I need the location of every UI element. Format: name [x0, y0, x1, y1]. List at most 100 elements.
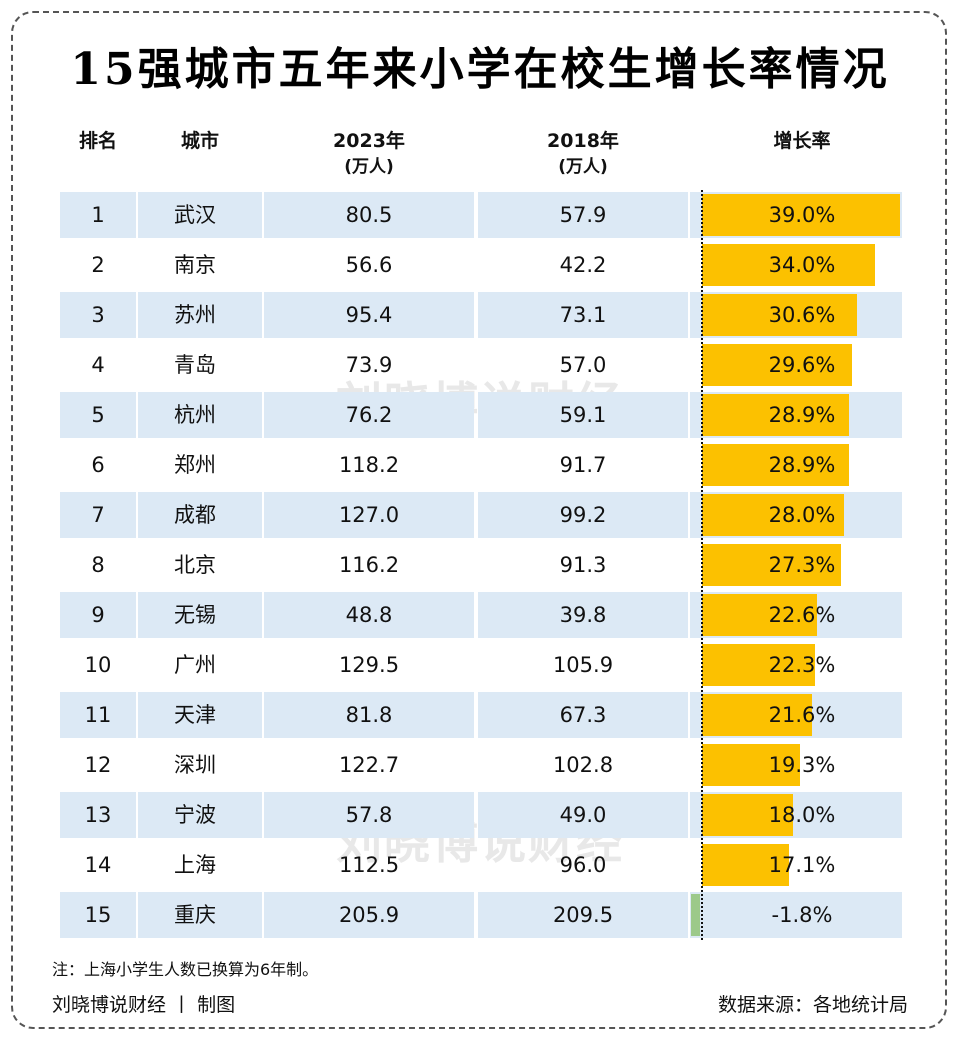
cell-rank: 13: [60, 792, 136, 838]
rate-label: 21.6%: [768, 703, 836, 727]
cell-rank: 10: [84, 653, 112, 677]
rate-label: 17.1%: [768, 853, 836, 877]
footnote: 注：上海小学生人数已换算为6年制。: [52, 960, 319, 979]
cell-2018: 91.3: [559, 553, 607, 577]
rate-bar: [702, 844, 789, 886]
rate-label: 29.6%: [768, 353, 836, 377]
cell-2018: 102.8: [552, 753, 614, 777]
cell-rank: 9: [60, 592, 136, 638]
cell-city: 深圳: [174, 753, 216, 777]
rate-label: 19.3%: [768, 753, 836, 777]
cell-2018: 99.2: [478, 492, 688, 538]
data-source: 数据来源：各地统计局: [717, 994, 908, 1016]
cell-rank: 14: [84, 853, 112, 877]
cell-2023: 205.9: [264, 892, 474, 938]
cell-rank: 3: [60, 292, 136, 338]
cell-2023: 129.5: [338, 653, 400, 677]
cell-2023: 122.7: [338, 753, 400, 777]
rate-bar: [702, 344, 852, 386]
rate-bar: [702, 294, 857, 336]
chart-title: 15强城市五年来小学在校生增长率情况: [70, 44, 890, 95]
cell-2018: 96.0: [559, 853, 607, 877]
rate-bar: [702, 744, 800, 786]
header-2023: 2023年 (万人): [264, 128, 474, 180]
cell-2018: 209.5: [478, 892, 688, 938]
rate-label: 27.3%: [768, 553, 836, 577]
rate-bar: [702, 444, 849, 486]
rate-bar: [691, 894, 700, 936]
rate-bar: [702, 244, 875, 286]
cell-2023: 127.0: [264, 492, 474, 538]
rate-zero-axis: [701, 190, 703, 940]
cell-rank: 1: [60, 192, 136, 238]
cell-2023: 73.9: [345, 353, 393, 377]
cell-rank: 7: [60, 492, 136, 538]
dashed-frame: [11, 11, 947, 1029]
cell-2018: 57.9: [478, 192, 688, 238]
cell-city: 武汉: [138, 192, 262, 238]
header-2018-unit: (万人): [558, 157, 608, 177]
header-2018-year: 2018年: [547, 130, 619, 152]
cell-2023: 48.8: [264, 592, 474, 638]
cell-city: 苏州: [138, 292, 262, 338]
cell-city: 成都: [138, 492, 262, 538]
rate-cell-background: [690, 892, 902, 938]
rate-label: 22.6%: [768, 603, 836, 627]
rate-bar: [702, 594, 817, 636]
header-2023-unit: (万人): [344, 157, 394, 177]
header-2018: 2018年 (万人): [478, 128, 688, 180]
cell-rank: 15: [60, 892, 136, 938]
cell-2018: 105.9: [552, 653, 614, 677]
header-rate: 增长率: [773, 130, 831, 152]
cell-2023: 116.2: [338, 553, 400, 577]
rate-label: 34.0%: [768, 253, 836, 277]
cell-2023: 56.6: [345, 253, 393, 277]
rate-bar: [702, 494, 844, 536]
cell-2023: 95.4: [264, 292, 474, 338]
cell-rank: 2: [91, 253, 105, 277]
cell-city: 广州: [174, 653, 216, 677]
cell-2018: 73.1: [478, 292, 688, 338]
rate-label: -1.8%: [771, 903, 833, 927]
cell-rank: 8: [91, 553, 105, 577]
cell-2023: 112.5: [338, 853, 400, 877]
header-city: 城市: [180, 130, 219, 152]
cell-city: 重庆: [138, 892, 262, 938]
cell-2018: 67.3: [478, 692, 688, 738]
rate-label: 30.6%: [768, 303, 836, 327]
rate-label: 39.0%: [768, 203, 836, 227]
cell-rank: 4: [91, 353, 105, 377]
rate-label: 28.0%: [768, 503, 836, 527]
cell-2023: 81.8: [264, 692, 474, 738]
cell-2018: 91.7: [559, 453, 607, 477]
cell-2023: 80.5: [264, 192, 474, 238]
rate-label: 22.3%: [768, 653, 836, 677]
cell-rank: 11: [60, 692, 136, 738]
cell-city: 郑州: [174, 453, 216, 477]
cell-2018: 49.0: [478, 792, 688, 838]
cell-city: 南京: [174, 253, 216, 277]
rate-bar: [702, 394, 849, 436]
cell-rank: 6: [91, 453, 105, 477]
cell-city: 青岛: [174, 353, 216, 377]
header-2023-year: 2023年: [333, 130, 405, 152]
rate-bar: [702, 794, 793, 836]
cell-city: 天津: [138, 692, 262, 738]
cell-2023: 118.2: [338, 453, 400, 477]
rate-bar: [702, 694, 812, 736]
rate-bar: [702, 644, 815, 686]
cell-city: 杭州: [138, 392, 262, 438]
cell-2023: 57.8: [264, 792, 474, 838]
cell-rank: 5: [60, 392, 136, 438]
author-credit: 刘晓博说财经 丨 制图: [52, 994, 236, 1016]
cell-city: 北京: [174, 553, 216, 577]
cell-2018: 59.1: [478, 392, 688, 438]
cell-city: 无锡: [138, 592, 262, 638]
cell-2018: 42.2: [559, 253, 607, 277]
cell-city: 上海: [174, 853, 216, 877]
rate-bar: [702, 544, 841, 586]
rate-label: 18.0%: [768, 803, 836, 827]
rate-label: 28.9%: [768, 453, 836, 477]
rate-label: 28.9%: [768, 403, 836, 427]
header-rank: 排名: [78, 130, 117, 152]
